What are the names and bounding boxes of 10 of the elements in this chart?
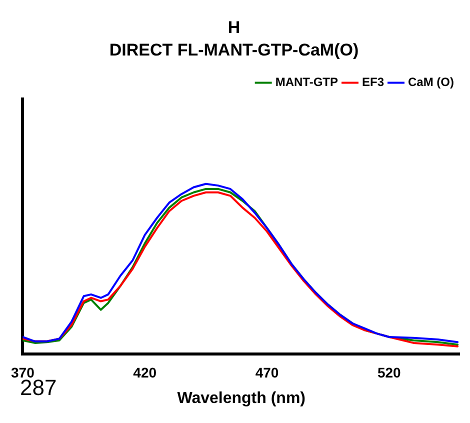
legend-label: MANT-GTP: [275, 75, 338, 90]
chart-title: H: [228, 18, 240, 37]
x-tick-label: 420: [133, 364, 157, 380]
x-axis-title: Wavelength (nm): [177, 390, 306, 407]
chart-subtitle: DIRECT FL-MANT-GTP-CaM(O): [109, 40, 359, 60]
legend-label: CaM (O): [408, 75, 454, 90]
x-tick-label: 370: [11, 364, 35, 380]
x-tick-label: 520: [377, 364, 402, 380]
x-tick-label: 470: [255, 364, 279, 380]
legend-label: EF3: [362, 75, 384, 90]
